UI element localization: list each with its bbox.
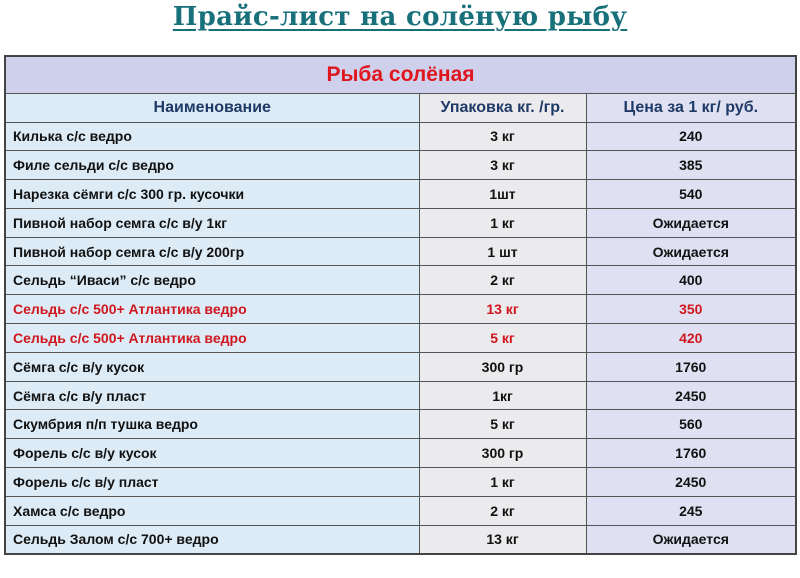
cell-pack: 1 шт [418, 236, 587, 267]
table-row: Пивной набор семга с/с в/у 1кг 1 кг Ожидае… [4, 207, 797, 238]
table-row: Филе сельди с/с ведро 3 кг 385 [4, 150, 797, 181]
cell-pack: 3 кг [418, 150, 587, 181]
cell-pack: 13 кг [418, 294, 587, 325]
table-row: Сёмга с/с в/у пласт 1кг 2450 [4, 380, 797, 411]
cell-price: 2450 [585, 380, 797, 411]
cell-price: 350 [585, 294, 797, 325]
cell-price: Ожидается [585, 524, 797, 555]
cell-name: Пивной набор семга с/с в/у 200гр [4, 236, 420, 267]
table-row: Килька с/с ведро 3 кг 240 [4, 121, 797, 152]
section-row: Рыба солёная [4, 55, 797, 94]
cell-name: Скумбрия п/п тушка ведро [4, 409, 420, 440]
cell-pack: 300 гр [418, 438, 587, 469]
header-row: Наименование Упаковка кг. /гр. Цена за 1… [4, 92, 797, 123]
cell-price: 540 [585, 179, 797, 209]
column-header-pack: Упаковка кг. /гр. [418, 92, 587, 123]
page-title: Прайс-лист на солёную рыбу [172, 2, 628, 32]
table-row: Форель с/с в/у пласт 1 кг 2450 [4, 467, 797, 497]
cell-price: 2450 [585, 467, 797, 497]
cell-name: Сельдь с/с 500+ Атлантика ведро [4, 323, 420, 353]
cell-price: 1760 [585, 351, 797, 382]
table-row: Сёмга с/с в/у кусок 300 гр 1760 [4, 351, 797, 382]
cell-pack: 5 кг [418, 409, 587, 440]
section-title: Рыба солёная [4, 55, 797, 94]
cell-name: Филе сельди с/с ведро [4, 150, 420, 181]
cell-pack: 5 кг [418, 323, 587, 353]
table-row: Пивной набор семга с/с в/у 200гр 1 шт Ожид… [4, 236, 797, 267]
cell-pack: 3 кг [418, 121, 587, 152]
cell-name: Сельдь Залом с/с 700+ ведро [4, 524, 420, 555]
table-row: Сельдь Залом с/с 700+ ведро 13 кг Ожидаетс… [4, 524, 797, 555]
table-row: Сельдь с/с 500+ Атлантика ведро 13 кг 350 [4, 294, 797, 325]
cell-name: Нарезка сёмги с/с 300 гр. кусочки [4, 179, 420, 209]
cell-pack: 1кг [418, 380, 587, 411]
table-row: Нарезка сёмги с/с 300 гр. кусочки 1шт 540 [4, 179, 797, 209]
cell-pack: 1 кг [418, 207, 587, 238]
cell-price: 420 [585, 323, 797, 353]
cell-pack: 13 кг [418, 524, 587, 555]
cell-pack: 1 кг [418, 467, 587, 497]
cell-name: Сельдь “Иваси” с/с ведро [4, 265, 420, 296]
cell-price: Ожидается [585, 236, 797, 267]
cell-name: Пивной набор семга с/с в/у 1кг [4, 207, 420, 238]
cell-price: 1760 [585, 438, 797, 469]
cell-price: 400 [585, 265, 797, 296]
cell-name: Форель с/с в/у пласт [4, 467, 420, 497]
cell-pack: 300 гр [418, 351, 587, 382]
column-header-name: Наименование [4, 92, 420, 123]
table-row: Сельдь с/с 500+ Атлантика ведро 5 кг 420 [4, 323, 797, 353]
cell-price: 240 [585, 121, 797, 152]
table-row: Сельдь “Иваси” с/с ведро 2 кг 400 [4, 265, 797, 296]
cell-pack: 2 кг [418, 265, 587, 296]
cell-price: 560 [585, 409, 797, 440]
price-table: Рыба солёная Наименование Упаковка кг. /… [4, 55, 797, 555]
cell-name: Килька с/с ведро [4, 121, 420, 152]
cell-name: Форель с/с в/у кусок [4, 438, 420, 469]
table-row: Хамса с/с ведро 2 кг 245 [4, 495, 797, 526]
cell-pack: 2 кг [418, 495, 587, 526]
cell-price: 245 [585, 495, 797, 526]
cell-name: Сёмга с/с в/у пласт [4, 380, 420, 411]
table-row: Скумбрия п/п тушка ведро 5 кг 560 [4, 409, 797, 440]
cell-pack: 1шт [418, 179, 587, 209]
cell-price: Ожидается [585, 207, 797, 238]
cell-price: 385 [585, 150, 797, 181]
cell-name: Сёмга с/с в/у кусок [4, 351, 420, 382]
cell-name: Сельдь с/с 500+ Атлантика ведро [4, 294, 420, 325]
cell-name: Хамса с/с ведро [4, 495, 420, 526]
table-row: Форель с/с в/у кусок 300 гр 1760 [4, 438, 797, 469]
column-header-price: Цена за 1 кг/ руб. [585, 92, 797, 123]
